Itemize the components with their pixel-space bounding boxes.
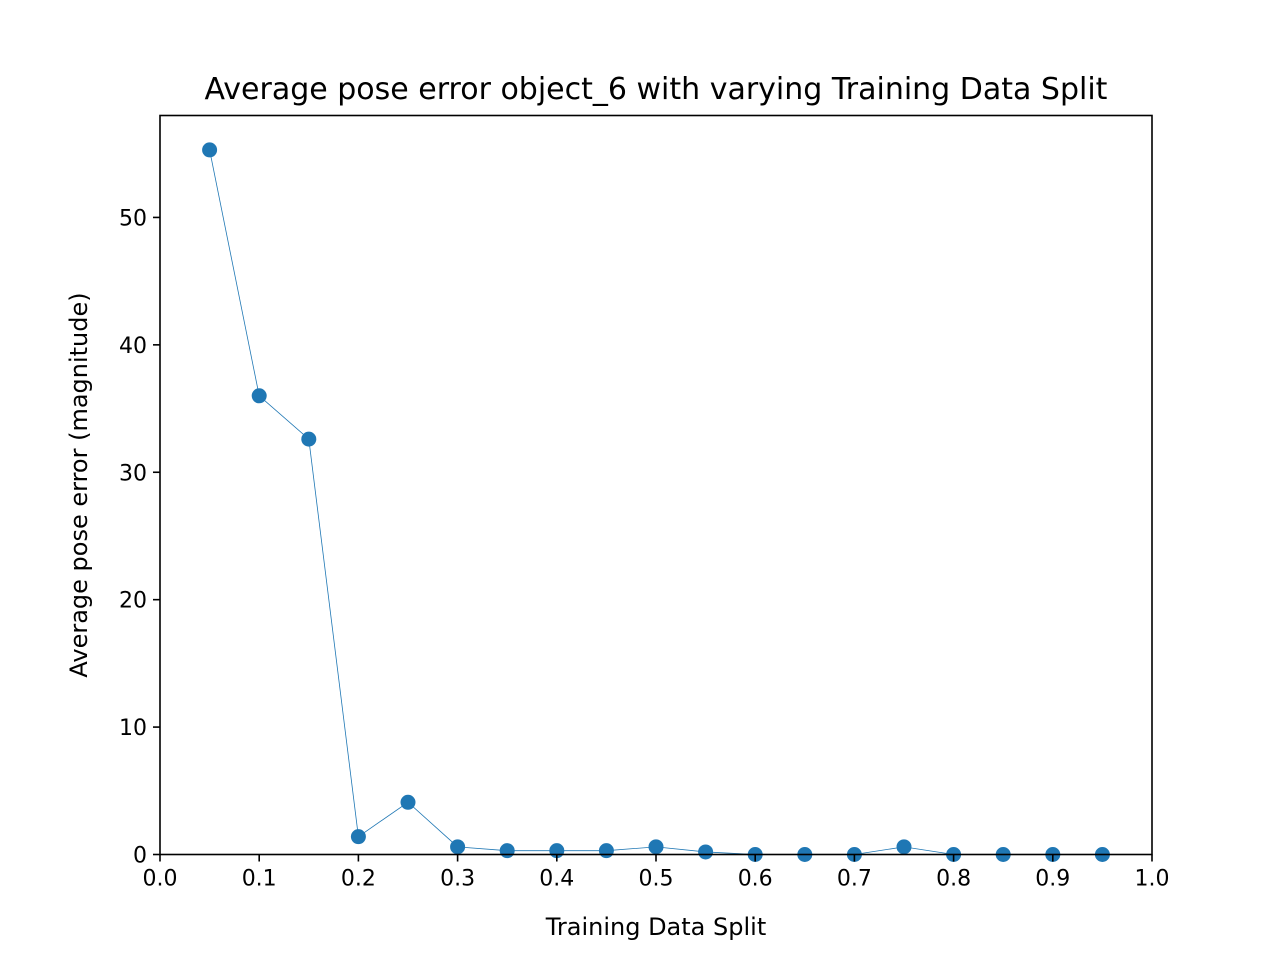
data-point (202, 142, 218, 158)
data-point (598, 843, 614, 859)
plot-frame (159, 114, 1153, 856)
x-axis-ticks: 0.0 0.1 0.2 0.3 0.4 0.5 0.6 0.7 0.8 0.9 1.0 (143, 854, 1170, 892)
data-point (896, 839, 912, 855)
series-line (209, 149, 1103, 855)
data-point (251, 388, 267, 404)
data-point (301, 431, 317, 447)
chart-title: Average pose error object_6 with varying… (205, 72, 1108, 107)
y-tick-label: 0 (133, 844, 147, 869)
y-axis-label: Average pose error (magnitude) (65, 292, 93, 677)
x-tick-label: 0.0 (143, 867, 178, 892)
y-tick-label: 50 (119, 206, 147, 231)
y-axis-ticks: 0 10 20 30 40 50 (119, 206, 160, 869)
plot-area (202, 142, 1110, 862)
x-tick-label: 0.7 (837, 867, 872, 892)
data-point (698, 844, 714, 860)
x-tick-label: 0.5 (639, 867, 674, 892)
x-tick-label: 0.4 (539, 867, 574, 892)
data-point (499, 843, 515, 859)
x-tick-label: 0.1 (242, 867, 277, 892)
x-tick-label: 0.9 (1035, 867, 1070, 892)
y-tick-label: 30 (119, 461, 147, 486)
data-point (450, 839, 466, 855)
y-tick-label: 10 (119, 716, 147, 741)
x-axis-label: Training Data Split (545, 913, 766, 941)
x-tick-label: 1.0 (1135, 867, 1170, 892)
x-tick-label: 0.6 (738, 867, 773, 892)
y-tick-label: 20 (119, 589, 147, 614)
data-point (400, 794, 416, 810)
y-tick-label: 40 (119, 334, 147, 359)
data-point (648, 839, 664, 855)
x-tick-label: 0.2 (341, 867, 376, 892)
x-tick-label: 0.3 (440, 867, 475, 892)
x-tick-label: 0.8 (936, 867, 971, 892)
data-point (350, 829, 366, 845)
